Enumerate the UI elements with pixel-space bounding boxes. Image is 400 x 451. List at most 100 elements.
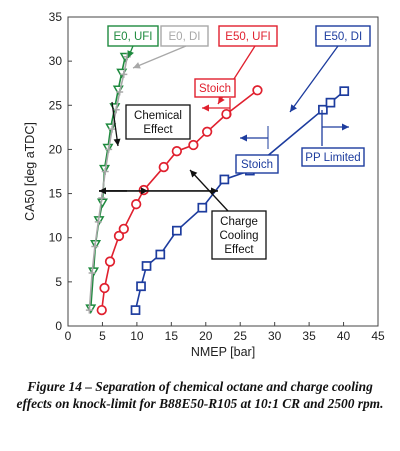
- y-tick-label: 25: [49, 98, 63, 112]
- data-point: [94, 218, 102, 226]
- data-point: [88, 267, 99, 277]
- x-tick-label: 15: [165, 329, 179, 343]
- x-axis-label: NMEP [bar]: [191, 345, 255, 359]
- series-e50-di: [130, 86, 350, 315]
- stoich-blue-arrow: [240, 134, 268, 142]
- series-label-e0-di: E0, DI: [160, 25, 209, 47]
- leader-e50-di: [289, 45, 339, 113]
- data-point: [136, 281, 146, 292]
- leader-e50-di-head: [290, 104, 297, 112]
- data-point: [130, 305, 141, 315]
- x-tick-label: 25: [234, 329, 248, 343]
- data-series: [85, 52, 350, 316]
- charge-cooling-annotation: Charge Cooling Effect: [211, 210, 267, 260]
- stoich-blue-arrow-head: [240, 134, 247, 142]
- series-label-e0-di-text: E0, DI: [169, 31, 201, 43]
- leader-e50-ufi-head: [218, 96, 225, 104]
- series-e0-di: [85, 53, 131, 314]
- chemical-effect-text: Chemical: [134, 110, 182, 122]
- data-point: [112, 106, 120, 114]
- y-axis-label: CA50 [deg aTDC]: [23, 122, 37, 221]
- series-label-e0-ufi: E0, UFI: [107, 25, 159, 47]
- data-point: [141, 261, 152, 271]
- data-point: [123, 53, 131, 61]
- data-point: [118, 223, 129, 235]
- figure-caption: Figure 14 – Separation of chemical octan…: [16, 379, 384, 411]
- pp-limited-label-box: [301, 147, 365, 167]
- x-tick-label: 10: [130, 329, 144, 343]
- chemical-effect-leader-shaft: [111, 101, 119, 147]
- charge-cooling-leader-shaft: [189, 169, 229, 212]
- data-point: [131, 199, 142, 210]
- data-point: [171, 225, 182, 236]
- data-point: [219, 174, 230, 185]
- chemical-effect-leader: [111, 101, 121, 147]
- series-label-e50-di-text: E50, DI: [324, 31, 362, 43]
- x-tick-label: 35: [302, 329, 316, 343]
- data-point: [318, 104, 328, 115]
- charge-cooling-leader-head: [190, 170, 198, 178]
- data-point: [98, 194, 106, 202]
- y-tick-label: 10: [49, 231, 63, 245]
- chemical-effect-arrow-right: [99, 187, 148, 195]
- series-label-e50-di-box: [315, 25, 371, 47]
- charge-cooling-text: Charge: [220, 216, 258, 228]
- data-point: [188, 139, 199, 151]
- axes: 0 5 10 15 20 25 30 35 40 45 0 5 10 15 20 25 30 35 NMEP [ba…: [23, 10, 385, 359]
- charge-cooling-text: Effect: [224, 244, 254, 256]
- data-point: [221, 108, 232, 120]
- data-point: [108, 125, 116, 133]
- y-tick-label: 15: [49, 187, 63, 201]
- data-point: [116, 88, 124, 96]
- stoich-red-label-text: Stoich: [199, 83, 231, 95]
- data-point: [104, 256, 116, 267]
- leader-e0-di-shaft: [132, 45, 187, 69]
- charge-cooling-arrow-head: [211, 187, 218, 195]
- stoich-blue-label-text: Stoich: [241, 159, 273, 171]
- stoich-red-label: Stoich: [194, 78, 236, 98]
- stoich-blue-label: Stoich: [235, 154, 279, 174]
- series-label-e50-ufi: E50, UFI: [218, 25, 278, 47]
- pp-limited-arrow-head: [342, 123, 349, 131]
- data-point: [101, 168, 109, 175]
- y-tick-label: 0: [55, 319, 62, 333]
- x-tick-label: 0: [65, 329, 72, 343]
- data-point: [120, 70, 128, 78]
- charge-cooling-text: Cooling: [220, 230, 259, 242]
- data-point: [113, 230, 125, 242]
- leader-e0-di: [132, 45, 187, 69]
- stoich-blue-label-box: [235, 154, 279, 174]
- data-point: [171, 146, 182, 157]
- plot-frame: [67, 16, 379, 327]
- stoich-red-arrow-head: [202, 104, 209, 112]
- data-point: [88, 269, 96, 277]
- chemical-effect-annotation: Chemical Effect: [125, 104, 191, 140]
- charge-cooling-arrow: [148, 187, 218, 195]
- leader-e50-di-shaft: [289, 45, 339, 113]
- data-point: [202, 126, 213, 137]
- pp-limited-arrow: [322, 123, 349, 131]
- data-point: [99, 282, 110, 294]
- data-point: [85, 304, 97, 315]
- data-point: [339, 86, 350, 97]
- data-point: [91, 243, 99, 251]
- stoich-red-arrow: [202, 104, 230, 112]
- chemical-effect-leader-head: [113, 138, 121, 146]
- annotations: E0, UFI E0, DI E50, UFI E50, DI Stoich Stoich…: [99, 25, 371, 260]
- pp-limited-label: PP Limited: [301, 147, 365, 167]
- y-tick-label: 35: [49, 10, 63, 24]
- data-point: [197, 202, 208, 213]
- stoich-red-label-box: [194, 78, 236, 98]
- x-tick-label: 20: [199, 329, 213, 343]
- leader-e0-di-head: [133, 62, 141, 69]
- leader-e0-ufi: [127, 45, 134, 59]
- data-point: [158, 161, 169, 173]
- x-tick-label: 30: [268, 329, 282, 343]
- chemical-effect-arrow-right-head: [141, 187, 148, 195]
- series-label-e50-ufi-box: [218, 25, 278, 47]
- data-point: [96, 304, 107, 316]
- y-tick-label: 5: [55, 275, 62, 289]
- data-point: [325, 97, 336, 108]
- data-point: [252, 85, 263, 96]
- chemical-effect-text: Effect: [143, 124, 173, 136]
